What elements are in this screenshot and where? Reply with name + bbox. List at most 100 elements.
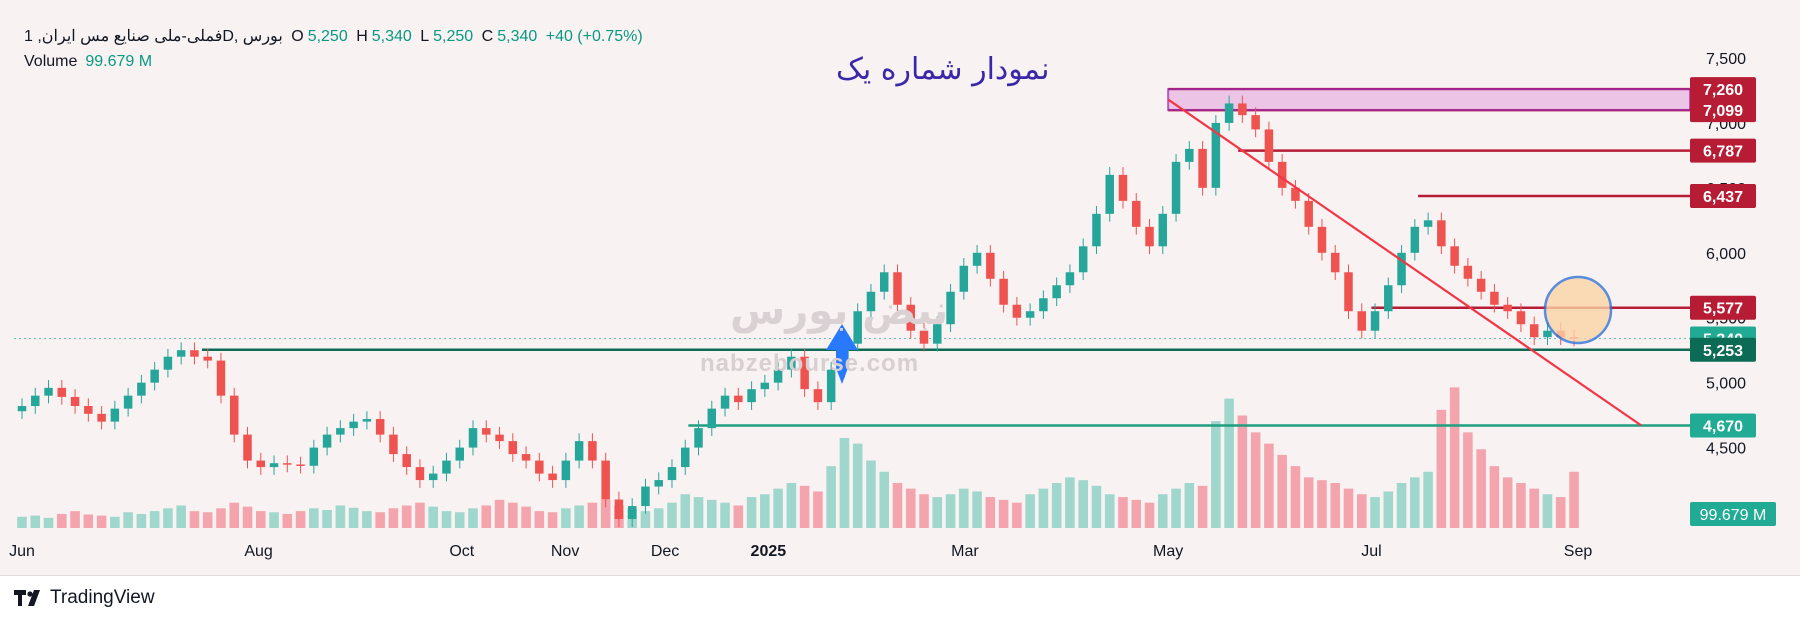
volume-bar <box>229 502 240 528</box>
candle <box>57 380 67 405</box>
volume-bar <box>401 505 412 528</box>
candle <box>959 257 969 300</box>
price-badge-6787-text: 6,787 <box>1703 144 1743 161</box>
volume-bar <box>1356 494 1367 528</box>
candle-body <box>893 272 902 305</box>
candle <box>1105 167 1114 222</box>
candle-body <box>269 463 279 468</box>
price-badge-7260-text: 7,260 <box>1703 82 1743 99</box>
candle <box>1251 107 1260 138</box>
candle-body <box>362 419 372 422</box>
candle <box>137 374 146 404</box>
candle-body <box>601 460 610 500</box>
volume-bar <box>441 511 452 528</box>
candle-body <box>906 304 915 331</box>
y-tick-label: 5,000 <box>1706 376 1746 393</box>
candle-body <box>336 428 345 435</box>
candle-body <box>747 389 756 403</box>
volume-bar <box>1131 499 1142 528</box>
candle-body <box>402 454 411 468</box>
volume-bar <box>202 512 213 528</box>
volume-bar <box>335 505 346 528</box>
candle <box>641 478 650 514</box>
candle-body <box>574 441 584 461</box>
candle <box>654 472 663 495</box>
candle-body <box>1357 311 1367 331</box>
volume-badge-text: 99.679 M <box>1700 507 1767 524</box>
candle <box>203 348 212 369</box>
candle <box>826 361 836 410</box>
volume-bar <box>1051 483 1062 528</box>
volume-bar <box>1224 398 1234 528</box>
candle <box>548 465 557 488</box>
candle <box>1543 322 1552 345</box>
volume-bar <box>1343 488 1354 528</box>
candle-body <box>773 369 783 383</box>
volume-bar <box>1264 443 1274 528</box>
candle <box>389 426 398 462</box>
volume-bar <box>1184 483 1195 528</box>
volume-bar <box>1542 494 1553 528</box>
x-tick-label: May <box>1153 543 1183 560</box>
volume-bar <box>295 511 306 528</box>
candle <box>229 387 239 443</box>
candle-body <box>1224 103 1234 123</box>
candle-body <box>999 278 1008 305</box>
candle-body <box>415 467 425 481</box>
candle-body <box>1410 226 1420 253</box>
candle-body <box>150 369 159 383</box>
watermark-url: nabzebourse.com <box>700 350 920 377</box>
candle-body <box>508 441 518 455</box>
candle-body <box>588 441 597 461</box>
candle <box>906 296 915 339</box>
volume-bar <box>1091 485 1102 528</box>
candle <box>123 387 133 417</box>
volume-bar <box>959 488 969 528</box>
candle-body <box>375 419 385 435</box>
candle-body <box>176 350 186 357</box>
volume-label: Volume <box>24 53 78 70</box>
low-label: L <box>420 28 430 45</box>
volume-bar <box>1078 480 1088 528</box>
candle-body <box>946 291 955 325</box>
candlestick-chart[interactable]: 4,0004,5005,0005,5006,0006,5007,0007,500… <box>0 0 1800 575</box>
candle-body <box>1025 311 1035 318</box>
candle-body <box>1145 226 1154 247</box>
candle <box>853 303 862 352</box>
volume-bar <box>839 438 850 528</box>
volume-legend-value: 99.679 M <box>85 53 153 70</box>
candle-body <box>428 473 438 481</box>
volume-bar <box>1118 497 1128 528</box>
candle <box>84 398 93 422</box>
candle <box>747 381 756 410</box>
volume-bar <box>136 513 147 528</box>
candle <box>322 426 332 456</box>
candle <box>734 387 743 410</box>
candle <box>1423 212 1433 235</box>
candle <box>1370 303 1380 339</box>
candle <box>468 420 478 456</box>
candle-body <box>760 382 770 390</box>
candle-body <box>349 421 358 429</box>
candle <box>163 348 173 378</box>
watermark-brand: نبض بورس <box>730 288 949 334</box>
buy-arrow-icon <box>826 324 858 384</box>
volume-bar <box>149 511 160 528</box>
candle-body <box>707 408 717 429</box>
candle <box>1092 206 1101 255</box>
volume-bar <box>1012 502 1022 528</box>
candle-body <box>296 464 305 466</box>
candle-body <box>442 460 451 474</box>
volume-bar <box>905 488 916 528</box>
candle-body <box>1330 252 1340 273</box>
tradingview-footer[interactable]: TradingView <box>14 587 155 609</box>
volume-badge-bg <box>1690 502 1776 526</box>
candle <box>1264 121 1274 170</box>
candle <box>1384 277 1393 320</box>
candle <box>1078 238 1088 281</box>
candle <box>1463 257 1473 287</box>
volume-bar <box>813 491 823 528</box>
candle-body <box>137 382 146 396</box>
candle-body <box>243 434 252 461</box>
high-label: H <box>356 28 368 45</box>
